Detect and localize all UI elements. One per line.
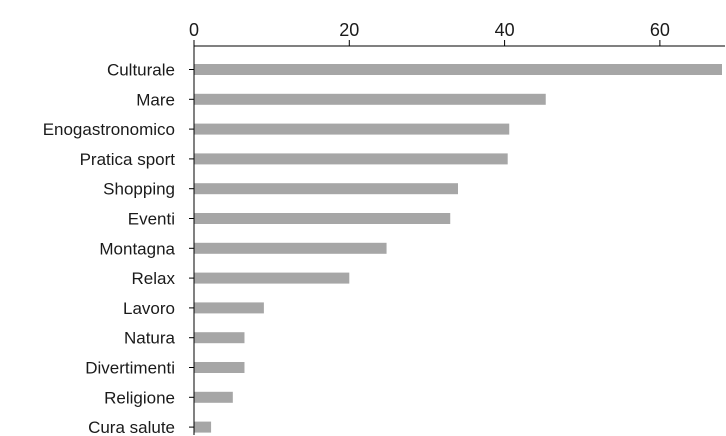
x-tick-label: 20 [339,20,359,40]
bar [194,123,510,135]
bar [194,242,387,254]
category-label: Relax [132,269,176,288]
category-label: Montagna [99,239,175,258]
category-label: Shopping [103,180,175,199]
category-label: Religione [104,388,175,407]
category-label: Eventi [128,210,175,229]
x-axis: 0 20 40 60 [189,20,725,47]
category-label: Culturale [107,61,175,80]
bar [194,183,458,195]
category-label: Enogastronomico [43,120,175,139]
bar [194,391,233,403]
y-axis: Culturale Mare Enogastronomico Pratica spor… [43,46,195,436]
bar [194,332,245,344]
bar [194,64,722,75]
bar [194,421,212,433]
bar [194,153,508,165]
category-label: Pratica sport [80,150,176,169]
x-tick-label: 0 [189,20,199,40]
bar [194,362,245,373]
x-tick-label: 40 [495,20,515,40]
bar [194,272,350,284]
category-label: Natura [124,329,176,348]
category-label: Mare [136,90,175,109]
x-tick-label: 60 [650,20,670,40]
category-label: Divertimenti [85,359,175,378]
category-label: Cura salute [88,418,175,436]
bar [194,302,264,314]
bar [194,213,451,224]
bar [194,93,546,105]
category-label: Lavoro [123,299,175,318]
bars [194,64,722,433]
